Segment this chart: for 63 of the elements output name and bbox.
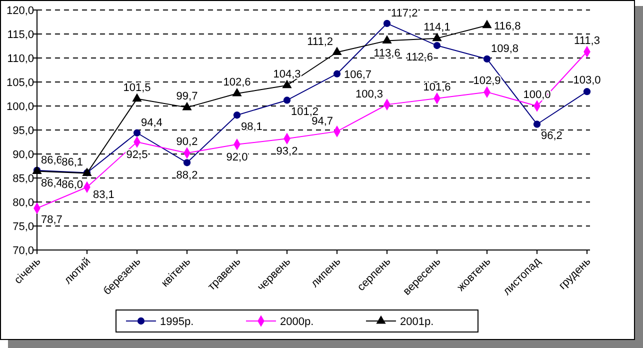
legend-label: 1995р.: [160, 316, 194, 328]
y-tick-label: 105,0: [6, 77, 34, 89]
point: [533, 120, 541, 128]
point: [583, 88, 591, 96]
y-tick-label: 70,0: [12, 245, 34, 257]
y-tick-label: 100,0: [6, 101, 34, 113]
point: [382, 35, 392, 44]
data-label: 111,3: [574, 34, 600, 47]
data-label: 101,5: [123, 82, 151, 94]
data-label: 94,7: [312, 115, 333, 128]
data-label: 117,2: [391, 7, 418, 20]
legend-label: 2000р.: [280, 316, 314, 328]
data-label: 99,7: [176, 90, 198, 102]
y-tick-label: 95,0: [12, 125, 34, 137]
data-label: 78,7: [41, 214, 62, 226]
data-label: 83,1: [93, 189, 114, 202]
data-label: 101,6: [423, 81, 451, 94]
data-label: 92,5: [126, 149, 148, 161]
data-label: 102,6: [223, 76, 251, 89]
y-tick-label: 75,0: [12, 221, 34, 233]
point: [133, 129, 141, 136]
point: [383, 20, 391, 27]
point: [333, 70, 341, 78]
data-label: 109,8: [491, 42, 519, 55]
point: [233, 112, 241, 119]
data-label: 113,6: [374, 48, 400, 60]
data-label: 96,2: [541, 130, 562, 142]
point: [332, 46, 342, 56]
data-label: 116,8: [494, 20, 521, 32]
data-label: 112,6: [406, 52, 433, 64]
point: [282, 80, 292, 88]
y-tick-label: 85,0: [12, 173, 34, 185]
y-tick-label: 120,0: [6, 5, 34, 17]
data-label: 86,6: [41, 154, 62, 166]
data-label: 103,0: [573, 74, 601, 87]
data-label: 100,3: [355, 88, 383, 101]
data-label: 86,1: [62, 156, 83, 169]
point: [183, 159, 191, 166]
y-tick-label: 115,0: [7, 29, 34, 41]
y-tick-label: 80,0: [12, 197, 34, 209]
data-label: 98,1: [241, 121, 262, 134]
data-label: 86,0: [62, 179, 83, 192]
data-label: 102,9: [473, 75, 501, 88]
point: [132, 93, 142, 102]
data-label: 92,0: [226, 151, 248, 164]
data-label: 86,4: [41, 177, 62, 190]
data-label: 94,4: [141, 116, 162, 129]
data-label: 106,7: [344, 68, 372, 81]
data-label: 114,1: [424, 21, 450, 34]
point: [283, 96, 291, 104]
data-label: 93,2: [276, 146, 298, 158]
point: [483, 55, 491, 63]
point: [433, 42, 441, 50]
data-label: 111,2: [307, 36, 333, 48]
legend-label: 2001р.: [400, 316, 434, 328]
y-tick-label: 90,0: [12, 149, 34, 161]
point: [482, 20, 492, 28]
data-label: 90,2: [176, 136, 198, 148]
data-label: 104,3: [273, 68, 301, 80]
point: [182, 102, 192, 110]
point: [232, 88, 242, 96]
point: [432, 32, 442, 42]
y-tick-label: 110,0: [7, 53, 34, 65]
